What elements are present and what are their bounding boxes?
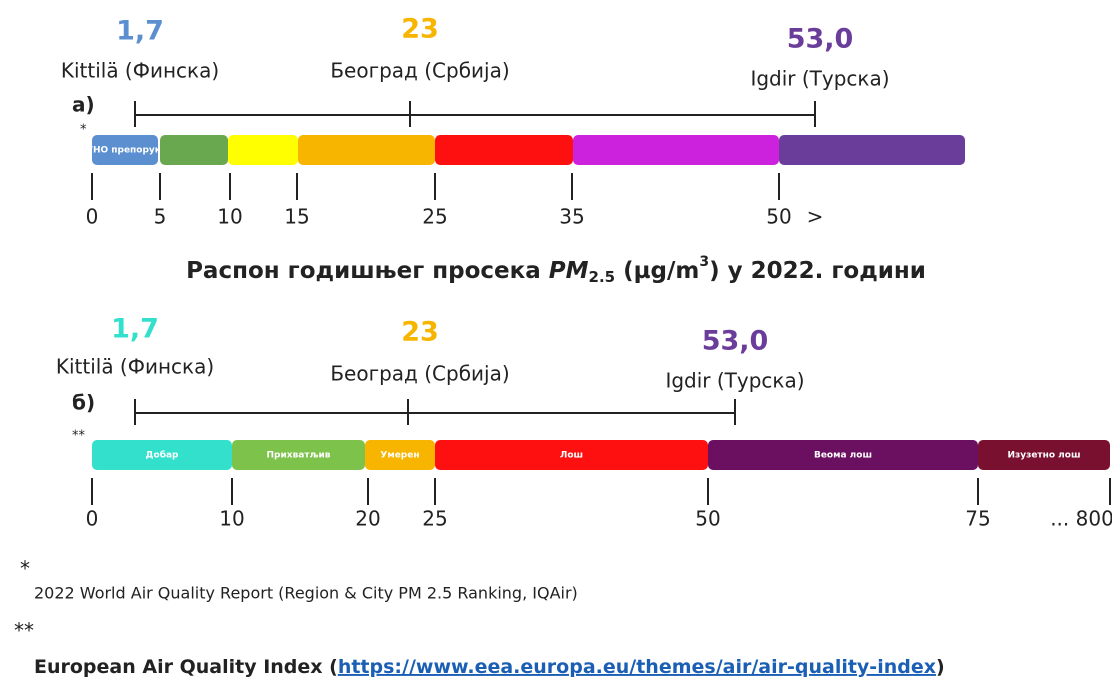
annotation-value: 53,0: [702, 326, 769, 357]
tick-label: 50: [766, 205, 791, 229]
panel-marker: *: [80, 123, 87, 138]
tick-label: 10: [217, 205, 242, 229]
footnote-marker: **: [14, 619, 34, 643]
footnote: 2022 World Air Quality Report (Region & …: [34, 584, 578, 603]
annotation-place: Београд (Србија): [330, 362, 509, 386]
scale-segment: [232, 440, 365, 470]
segment-label: WHO препорука: [83, 146, 167, 156]
tick-label: 25: [422, 205, 447, 229]
tick-label: 5: [154, 205, 167, 229]
annotation-value: 53,0: [787, 24, 854, 55]
link[interactable]: https://www.eea.europa.eu/themes/air/air…: [338, 656, 936, 678]
tick-label: 15: [284, 205, 309, 229]
annotation-place: Igdir (Турска): [665, 369, 804, 393]
tick-label: 75: [965, 507, 990, 531]
annotation-value: 1,7: [111, 314, 159, 345]
panel-label: а): [72, 93, 95, 117]
segment-label: Умерен: [380, 451, 419, 461]
panel-label: б): [72, 391, 95, 415]
tick-label: 0: [86, 205, 99, 229]
segment-label: Лош: [560, 451, 583, 461]
scale-segment: [708, 440, 978, 470]
panel-marker: **: [72, 429, 86, 444]
annotation-value: 23: [401, 14, 439, 45]
tick-label: 50: [695, 507, 720, 531]
tick-label: 0: [86, 507, 99, 531]
tick-label: 25: [422, 507, 447, 531]
scale-segment: [435, 135, 573, 165]
scale-segment: [92, 135, 158, 165]
annotation-place: Kittilä (Финска): [61, 59, 219, 83]
segment-label: Изузетно лош: [1007, 451, 1080, 461]
scale-segment: [160, 135, 228, 165]
tick-label: >: [807, 205, 824, 229]
tick-label: 35: [559, 205, 584, 229]
footnote: European Air Quality Index (https://www.…: [34, 656, 945, 678]
scale-segment: [978, 440, 1110, 470]
annotation-place: Београд (Србија): [330, 59, 509, 83]
segment-label: Веома лош: [814, 451, 872, 461]
tick-label: 20: [355, 507, 380, 531]
tick-label: ... 800: [1050, 507, 1112, 531]
scale-segment: [779, 135, 965, 165]
scale-segment: [92, 440, 232, 470]
annotation-place: Igdir (Турска): [750, 67, 889, 91]
title: Распон годишњег просека PM2.5 (µg/m3) у …: [186, 254, 926, 286]
segment-label: Добар: [146, 450, 180, 461]
segment-label: Прихватљив: [267, 451, 331, 461]
annotation-place: Kittilä (Финска): [56, 355, 214, 379]
footnote-marker: *: [20, 557, 30, 581]
scale-segment: [298, 135, 435, 165]
annotation-value: 23: [401, 317, 439, 348]
scale-segment: [228, 135, 298, 165]
scale-segment: [365, 440, 435, 470]
tick-label: 10: [219, 507, 244, 531]
annotation-value: 1,7: [116, 16, 164, 47]
scale-segment: [573, 135, 779, 165]
scale-segment: [435, 440, 708, 470]
